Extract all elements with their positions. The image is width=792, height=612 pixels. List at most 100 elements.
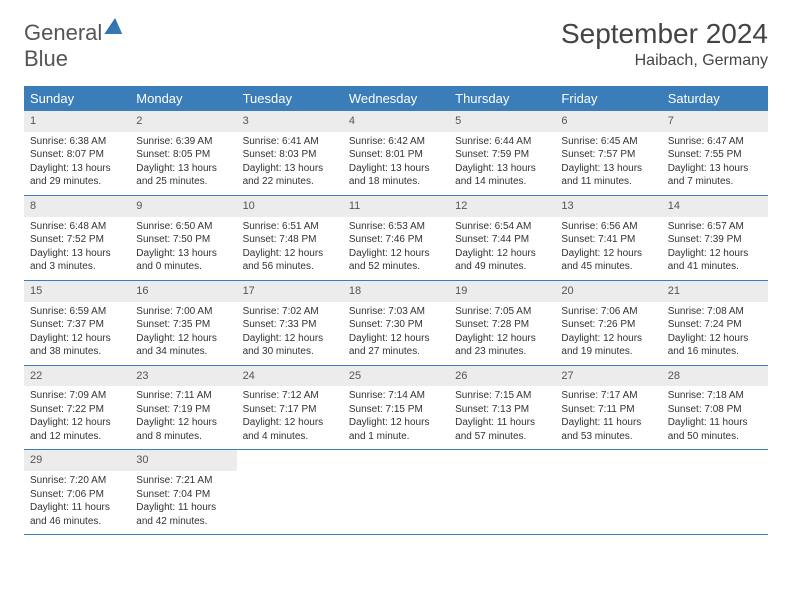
daylight-text: Daylight: 11 hours and 42 minutes. <box>136 501 230 528</box>
daylight-text: Daylight: 11 hours and 57 minutes. <box>455 416 549 443</box>
day-cell <box>662 450 768 534</box>
sunset-text: Sunset: 8:07 PM <box>30 148 124 162</box>
day-body <box>662 456 768 465</box>
sunrise-text: Sunrise: 6:42 AM <box>349 135 443 149</box>
daylight-text: Daylight: 13 hours and 0 minutes. <box>136 247 230 274</box>
logo-line1: General <box>24 20 102 45</box>
day-cell: 3Sunrise: 6:41 AMSunset: 8:03 PMDaylight… <box>237 111 343 195</box>
sunrise-text: Sunrise: 6:51 AM <box>243 220 337 234</box>
day-number: 6 <box>555 111 661 132</box>
logo: General Blue <box>24 18 122 72</box>
day-number: 24 <box>237 366 343 387</box>
day-body: Sunrise: 6:53 AMSunset: 7:46 PMDaylight:… <box>343 217 449 280</box>
sunset-text: Sunset: 7:55 PM <box>668 148 762 162</box>
weekday-fri: Friday <box>555 86 661 111</box>
day-number: 28 <box>662 366 768 387</box>
weekday-tue: Tuesday <box>237 86 343 111</box>
sunrise-text: Sunrise: 7:09 AM <box>30 389 124 403</box>
day-body: Sunrise: 7:06 AMSunset: 7:26 PMDaylight:… <box>555 302 661 365</box>
day-body: Sunrise: 6:41 AMSunset: 8:03 PMDaylight:… <box>237 132 343 195</box>
day-body: Sunrise: 6:45 AMSunset: 7:57 PMDaylight:… <box>555 132 661 195</box>
sunrise-text: Sunrise: 7:05 AM <box>455 305 549 319</box>
weekday-sun: Sunday <box>24 86 130 111</box>
day-body: Sunrise: 7:18 AMSunset: 7:08 PMDaylight:… <box>662 386 768 449</box>
day-cell: 18Sunrise: 7:03 AMSunset: 7:30 PMDayligh… <box>343 281 449 365</box>
daylight-text: Daylight: 11 hours and 46 minutes. <box>30 501 124 528</box>
day-body <box>343 456 449 465</box>
day-number: 21 <box>662 281 768 302</box>
sunset-text: Sunset: 7:39 PM <box>668 233 762 247</box>
calendar: Sunday Monday Tuesday Wednesday Thursday… <box>24 86 768 535</box>
sunset-text: Sunset: 7:57 PM <box>561 148 655 162</box>
day-cell <box>555 450 661 534</box>
sunrise-text: Sunrise: 7:12 AM <box>243 389 337 403</box>
day-cell: 16Sunrise: 7:00 AMSunset: 7:35 PMDayligh… <box>130 281 236 365</box>
day-number: 4 <box>343 111 449 132</box>
day-number: 17 <box>237 281 343 302</box>
day-cell: 26Sunrise: 7:15 AMSunset: 7:13 PMDayligh… <box>449 366 555 450</box>
day-number: 2 <box>130 111 236 132</box>
weekday-thu: Thursday <box>449 86 555 111</box>
day-number: 3 <box>237 111 343 132</box>
day-number: 1 <box>24 111 130 132</box>
day-number: 15 <box>24 281 130 302</box>
sunset-text: Sunset: 7:22 PM <box>30 403 124 417</box>
logo-sail-icon <box>104 18 122 34</box>
day-body: Sunrise: 6:50 AMSunset: 7:50 PMDaylight:… <box>130 217 236 280</box>
day-number: 22 <box>24 366 130 387</box>
day-number: 25 <box>343 366 449 387</box>
day-body: Sunrise: 7:15 AMSunset: 7:13 PMDaylight:… <box>449 386 555 449</box>
day-body <box>555 456 661 465</box>
daylight-text: Daylight: 12 hours and 23 minutes. <box>455 332 549 359</box>
sunrise-text: Sunrise: 6:57 AM <box>668 220 762 234</box>
day-body: Sunrise: 7:08 AMSunset: 7:24 PMDaylight:… <box>662 302 768 365</box>
sunset-text: Sunset: 7:24 PM <box>668 318 762 332</box>
day-body: Sunrise: 7:03 AMSunset: 7:30 PMDaylight:… <box>343 302 449 365</box>
day-cell: 21Sunrise: 7:08 AMSunset: 7:24 PMDayligh… <box>662 281 768 365</box>
sunrise-text: Sunrise: 7:15 AM <box>455 389 549 403</box>
sunrise-text: Sunrise: 7:21 AM <box>136 474 230 488</box>
sunset-text: Sunset: 8:03 PM <box>243 148 337 162</box>
sunrise-text: Sunrise: 7:17 AM <box>561 389 655 403</box>
daylight-text: Daylight: 11 hours and 50 minutes. <box>668 416 762 443</box>
sunrise-text: Sunrise: 7:03 AM <box>349 305 443 319</box>
sunset-text: Sunset: 7:35 PM <box>136 318 230 332</box>
day-body <box>449 456 555 465</box>
day-number: 29 <box>24 450 130 471</box>
day-body: Sunrise: 6:51 AMSunset: 7:48 PMDaylight:… <box>237 217 343 280</box>
sunset-text: Sunset: 7:46 PM <box>349 233 443 247</box>
day-body: Sunrise: 6:59 AMSunset: 7:37 PMDaylight:… <box>24 302 130 365</box>
weekday-mon: Monday <box>130 86 236 111</box>
daylight-text: Daylight: 12 hours and 56 minutes. <box>243 247 337 274</box>
day-cell <box>449 450 555 534</box>
day-number: 26 <box>449 366 555 387</box>
day-number: 20 <box>555 281 661 302</box>
day-body: Sunrise: 7:00 AMSunset: 7:35 PMDaylight:… <box>130 302 236 365</box>
weekday-wed: Wednesday <box>343 86 449 111</box>
day-cell: 2Sunrise: 6:39 AMSunset: 8:05 PMDaylight… <box>130 111 236 195</box>
sunset-text: Sunset: 7:37 PM <box>30 318 124 332</box>
sunset-text: Sunset: 7:13 PM <box>455 403 549 417</box>
daylight-text: Daylight: 12 hours and 4 minutes. <box>243 416 337 443</box>
day-body: Sunrise: 6:54 AMSunset: 7:44 PMDaylight:… <box>449 217 555 280</box>
weekday-sat: Saturday <box>662 86 768 111</box>
daylight-text: Daylight: 13 hours and 18 minutes. <box>349 162 443 189</box>
day-cell: 27Sunrise: 7:17 AMSunset: 7:11 PMDayligh… <box>555 366 661 450</box>
logo-line2: Blue <box>24 46 68 71</box>
location: Haibach, Germany <box>561 52 768 70</box>
week-row: 15Sunrise: 6:59 AMSunset: 7:37 PMDayligh… <box>24 280 768 365</box>
day-cell: 22Sunrise: 7:09 AMSunset: 7:22 PMDayligh… <box>24 366 130 450</box>
day-body: Sunrise: 7:09 AMSunset: 7:22 PMDaylight:… <box>24 386 130 449</box>
weekday-header: Sunday Monday Tuesday Wednesday Thursday… <box>24 86 768 111</box>
sunrise-text: Sunrise: 6:38 AM <box>30 135 124 149</box>
day-cell: 10Sunrise: 6:51 AMSunset: 7:48 PMDayligh… <box>237 196 343 280</box>
day-cell: 28Sunrise: 7:18 AMSunset: 7:08 PMDayligh… <box>662 366 768 450</box>
day-cell <box>343 450 449 534</box>
day-cell: 8Sunrise: 6:48 AMSunset: 7:52 PMDaylight… <box>24 196 130 280</box>
weeks-container: 1 Sunrise: 6:38 AMSunset: 8:07 PM Daylight… <box>24 111 768 535</box>
sunset-text: Sunset: 7:15 PM <box>349 403 443 417</box>
sunset-text: Sunset: 7:17 PM <box>243 403 337 417</box>
day-body: Sunrise: 6:42 AMSunset: 8:01 PMDaylight:… <box>343 132 449 195</box>
day-number: 8 <box>24 196 130 217</box>
daylight-text: Daylight: 13 hours and 7 minutes. <box>668 162 762 189</box>
